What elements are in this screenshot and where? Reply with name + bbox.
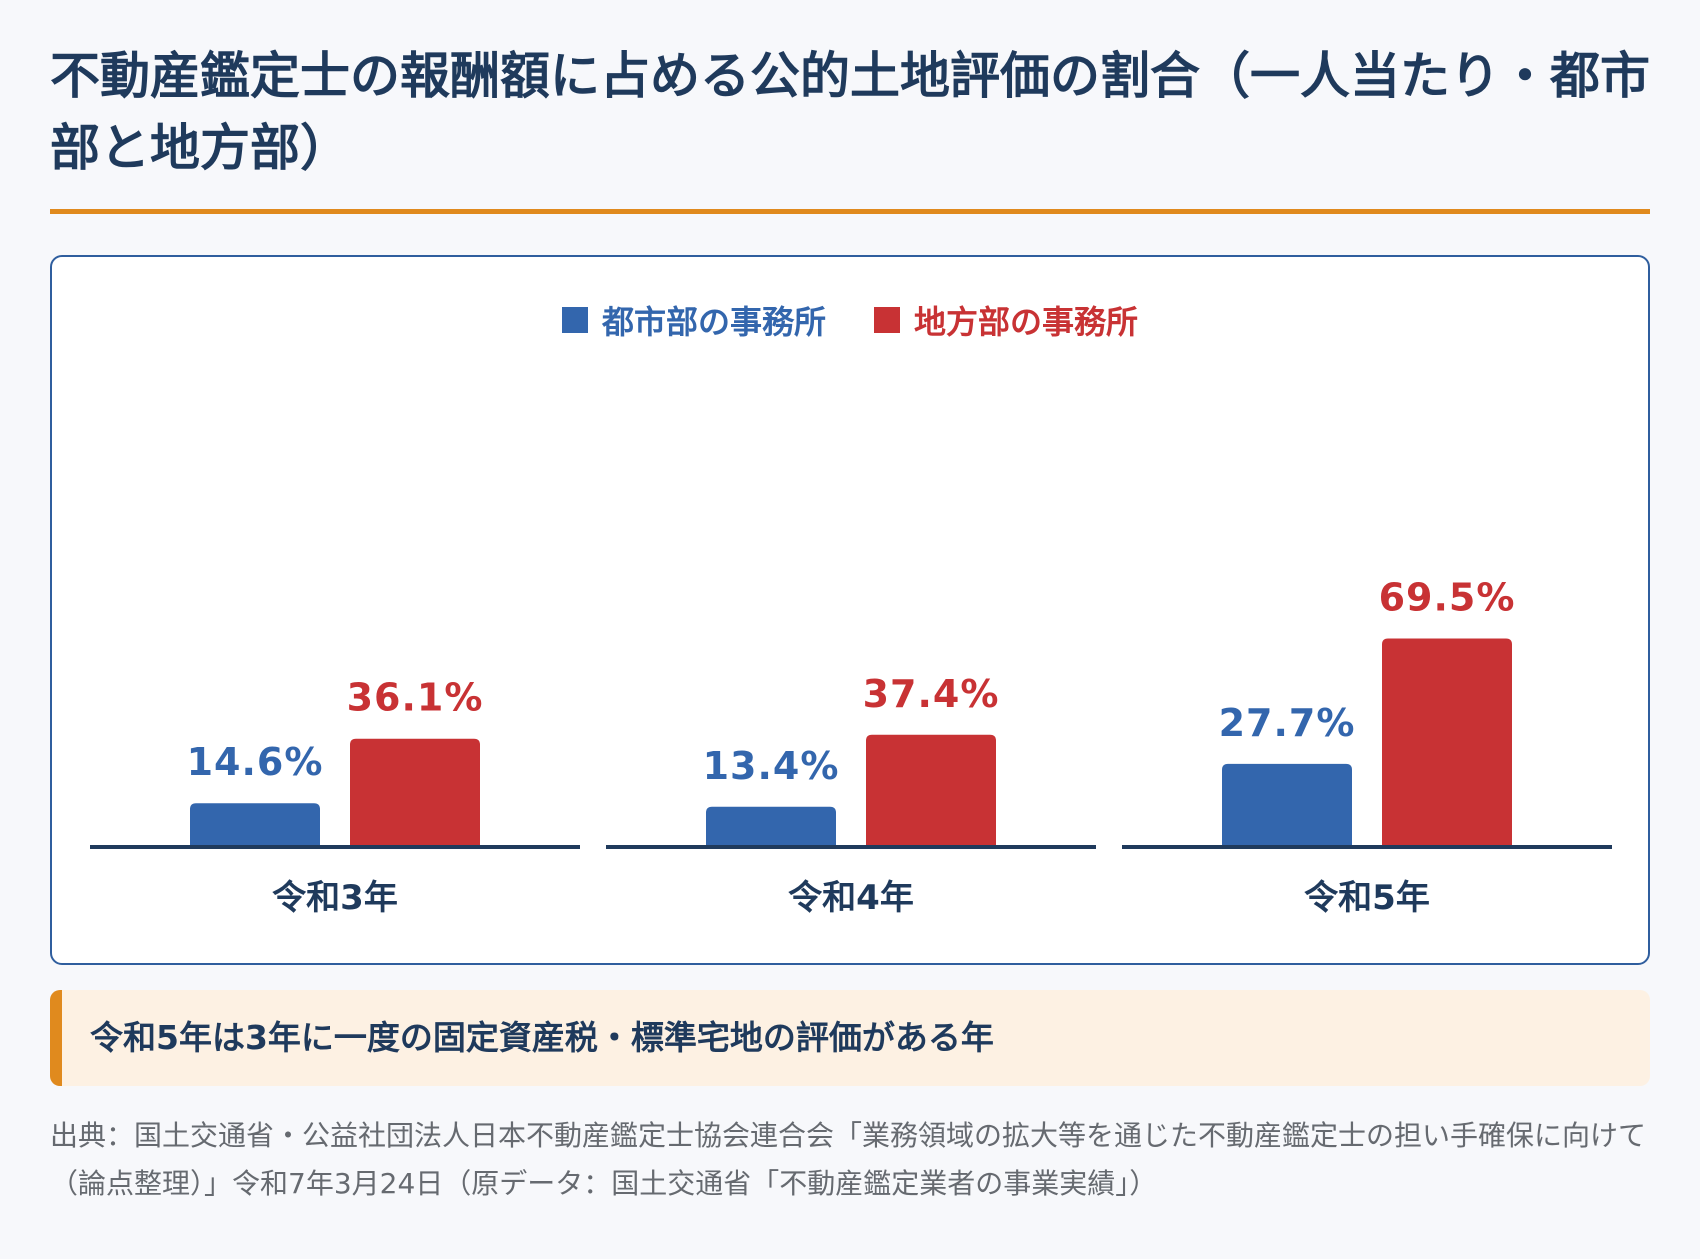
bar bbox=[350, 738, 480, 847]
data-label: 27.7% bbox=[1219, 701, 1356, 745]
data-label: 37.4% bbox=[863, 672, 1000, 716]
note-box: 令和5年は3年に一度の固定資産税・標準宅地の評価がある年 bbox=[50, 990, 1650, 1086]
source-citation: 出典：国土交通省・公益社団法人日本不動産鑑定士協会連合会「業務領域の拡大等を通じ… bbox=[50, 1119, 1647, 1200]
data-label: 69.5% bbox=[1379, 576, 1516, 620]
x-tick-label: 令和5年 bbox=[1304, 878, 1430, 918]
legend-label-rural: 地方部の事務所 bbox=[914, 303, 1139, 341]
legend-item-urban: 都市部の事務所 bbox=[561, 297, 826, 343]
note-accent-bar bbox=[50, 990, 62, 1086]
legend-swatch-rural bbox=[874, 307, 900, 333]
data-label: 14.6% bbox=[187, 740, 324, 784]
legend: 都市部の事務所 地方部の事務所 bbox=[52, 297, 1648, 343]
bar bbox=[1222, 763, 1352, 847]
data-label: 13.4% bbox=[703, 744, 840, 788]
chart-title: 不動産鑑定士の報酬額に占める公的土地評価の割合（一人当たり・都市部と地方部） bbox=[50, 47, 1650, 177]
legend-item-rural: 地方部の事務所 bbox=[874, 297, 1138, 343]
data-label: 36.1% bbox=[347, 676, 484, 720]
legend-swatch-urban bbox=[561, 307, 588, 333]
x-tick-label: 令和4年 bbox=[788, 878, 914, 918]
legend-label-urban: 都市部の事務所 bbox=[601, 303, 826, 341]
note-text: 令和5年は3年に一度の固定資産税・標準宅地の評価がある年 bbox=[90, 1018, 994, 1057]
bar-chart: 14.6% 36.1% 令和3年 13.4% 37.4% 令和4年 27.7% 69.5% 令和… bbox=[90, 576, 1612, 918]
bar bbox=[190, 803, 320, 847]
title-underline bbox=[50, 209, 1650, 214]
bar bbox=[1382, 638, 1512, 847]
bar bbox=[706, 806, 836, 847]
x-tick-label: 令和3年 bbox=[272, 878, 398, 918]
chart-card: 都市部の事務所 地方部の事務所 14.6% 36.1% 令和3年 13.4% 37.4%… bbox=[50, 255, 1650, 965]
bar bbox=[866, 734, 996, 847]
